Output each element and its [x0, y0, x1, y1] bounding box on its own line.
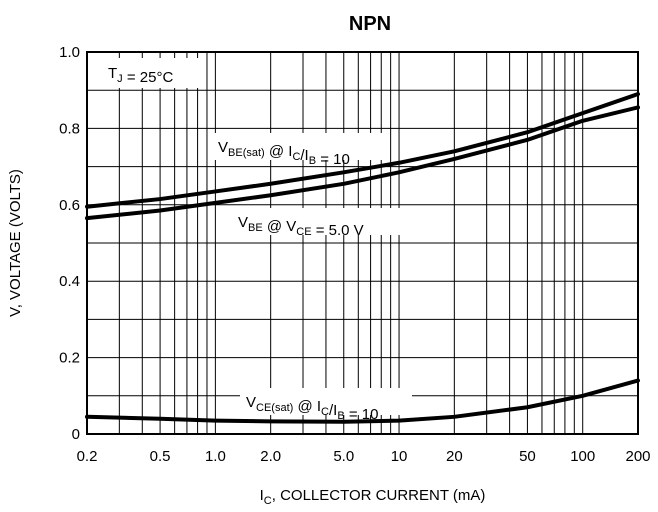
condition-box-bg — [95, 58, 205, 88]
series-label-bg — [240, 388, 412, 415]
x-tick-label: 200 — [625, 448, 650, 465]
y-tick-label: 0.8 — [59, 120, 80, 137]
x-tick-label: 2.0 — [260, 448, 281, 465]
y-tick-label: 0.4 — [59, 273, 80, 290]
series-label-2: VBE @ VCE = 5.0 V — [238, 214, 364, 239]
y-tick-label: 0.6 — [59, 197, 80, 214]
series-label-bg — [232, 208, 405, 235]
chart-title: NPN — [349, 13, 391, 35]
series-line-1 — [85, 92, 640, 209]
x-tick-label: 5.0 — [333, 448, 354, 465]
series-label-3: VCE(sat) @ IC/IB = 10 — [246, 394, 378, 423]
labels: VBE(sat) @ IC/IB = 10 VBE @ VCE = 5.0 V VC… — [95, 58, 412, 423]
series-line-3 — [85, 378, 640, 424]
grid — [86, 52, 639, 434]
x-tick-label: 0.5 — [150, 448, 171, 465]
series-line-2 — [85, 105, 640, 221]
x-axis-label: IC, COLLECTOR CURRENT (mA) — [260, 487, 486, 507]
x-tick-label: 1.0 — [205, 448, 226, 465]
x-tick-label: 0.2 — [77, 448, 98, 465]
condition-label: TJ = 25°C — [108, 65, 173, 86]
x-tick-label: 50 — [519, 448, 536, 465]
series-group — [85, 92, 640, 424]
series-label-bg — [212, 133, 383, 160]
x-tick-label: 20 — [446, 448, 463, 465]
plot-frame — [86, 51, 639, 435]
series-label-1: VBE(sat) @ IC/IB = 10 — [218, 139, 350, 168]
y-tick-label: 1.0 — [59, 44, 80, 61]
y-tick-label: 0.2 — [59, 350, 80, 367]
x-tick-label: 100 — [570, 448, 595, 465]
x-tick-label: 10 — [391, 448, 408, 465]
y-tick-label: 0 — [72, 426, 80, 443]
tick-labels: 0.2 0.5 1.0 2.0 5.0 10 20 50 100 200 0 0.2 0.4 0.6 0.8… — [59, 44, 650, 465]
y-axis-label: V, VOLTAGE (VOLTS) — [7, 169, 24, 317]
